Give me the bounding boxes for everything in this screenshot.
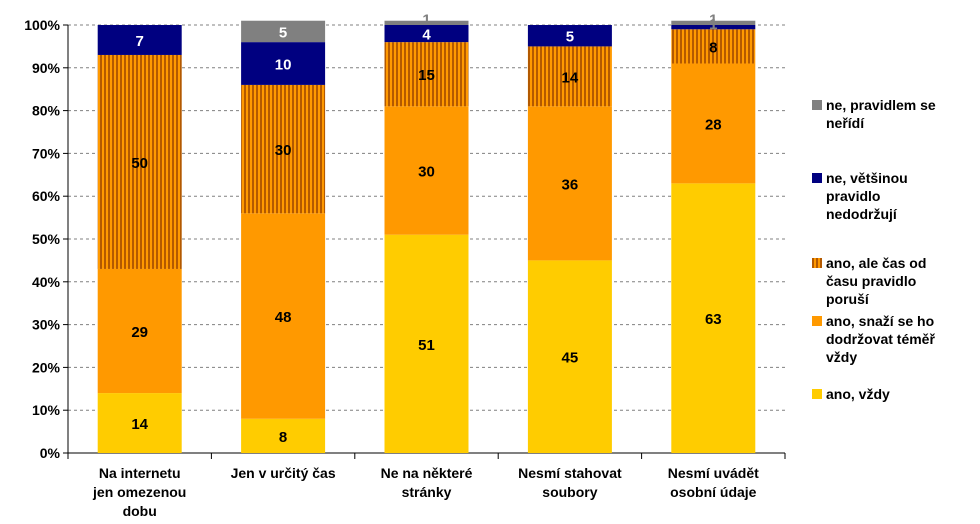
bar-segment — [241, 418, 326, 453]
data-label: 45 — [562, 350, 579, 367]
bar-segment — [241, 42, 326, 85]
bar-segment — [384, 106, 469, 235]
data-label: 14 — [562, 69, 579, 86]
y-tick-label: 50% — [32, 231, 61, 247]
y-tick-label: 0% — [40, 445, 61, 461]
bar-segment — [527, 260, 612, 453]
data-label: 28 — [705, 116, 722, 133]
bar-segment — [97, 268, 182, 394]
data-label: 8 — [709, 39, 717, 56]
data-label: 1 — [422, 12, 430, 29]
y-tick-label: 80% — [32, 103, 61, 119]
y-tick-label: 10% — [32, 402, 61, 418]
legend-swatch — [812, 258, 822, 268]
category-label: Nesmí uvádět osobní údaje — [668, 465, 759, 500]
bar-segment — [384, 42, 469, 107]
bar-segment — [671, 63, 756, 184]
y-tick-label: 40% — [32, 274, 61, 290]
category-label: Nesmí stahovat soubory — [518, 465, 622, 500]
data-label: 51 — [418, 337, 435, 354]
data-label: 50 — [131, 155, 148, 172]
bar-segment — [527, 46, 612, 107]
data-label: 30 — [418, 164, 435, 181]
bar-segment — [97, 54, 182, 269]
legend: ne, pravidlem se neřídí ne, většinou pravid… — [812, 97, 936, 402]
data-label: 30 — [275, 142, 292, 159]
category-label: Ne na některé stránky — [381, 465, 473, 500]
category-label: Jen v určitý čas — [231, 465, 336, 481]
legend-label: ne, většinou pravidlo nedodržují — [826, 170, 908, 222]
bar-segment — [241, 213, 326, 419]
bar-segment — [241, 20, 326, 43]
legend-swatch — [812, 316, 822, 326]
data-label: 10 — [275, 57, 292, 74]
bar-segment — [97, 393, 182, 453]
bar-segment — [671, 29, 756, 64]
data-label: 8 — [279, 429, 287, 446]
y-tick-label: 30% — [32, 317, 61, 333]
data-label: 63 — [705, 311, 722, 328]
legend-label: ne, pravidlem se neřídí — [826, 97, 936, 131]
bar-series — [97, 20, 756, 454]
legend-label: ano, snaží se ho dodržovat téměř vždy — [826, 313, 935, 365]
data-label: 5 — [279, 24, 287, 41]
category-labels: Na internetu jen omezenou dobu Jen v určitý… — [92, 465, 759, 519]
legend-label: ano, ale čas od času pravidlo poruší — [826, 255, 926, 307]
legend-swatch — [812, 173, 822, 183]
y-tick-label: 60% — [32, 188, 61, 204]
y-tick-label: 70% — [32, 145, 61, 161]
bar-segment — [671, 20, 756, 25]
bar-segment — [97, 25, 182, 55]
bar-segment — [527, 25, 612, 47]
y-tick-labels: 0% 10% 20% 30% 40% 50% 60% 70% 80% 90% 100% — [24, 17, 60, 461]
data-label: 7 — [136, 33, 144, 50]
legend-swatch — [812, 100, 822, 110]
bar-segment — [384, 25, 469, 43]
category-label: Na internetu jen omezenou dobu — [92, 465, 186, 519]
axes — [63, 24, 786, 459]
bar-segment — [241, 84, 326, 214]
bar-segment — [671, 183, 756, 454]
data-label: 1 — [709, 12, 717, 29]
data-label: 14 — [131, 416, 148, 433]
data-label: 4 — [422, 27, 431, 44]
bar-segment — [671, 25, 756, 30]
data-label: 36 — [562, 176, 579, 193]
bar-segment — [384, 234, 469, 453]
data-label: 29 — [131, 324, 148, 341]
data-label: 48 — [275, 309, 292, 326]
y-tick-label: 90% — [32, 60, 61, 76]
bar-segment — [384, 20, 469, 25]
y-tick-label: 20% — [32, 359, 61, 375]
legend-label: ano, vždy — [826, 386, 890, 402]
legend-swatch — [812, 389, 822, 399]
data-label: 1 — [709, 16, 717, 33]
y-tick-label: 100% — [24, 17, 60, 33]
data-label: 15 — [418, 67, 435, 84]
bar-segment — [527, 106, 612, 261]
data-label: 5 — [566, 29, 574, 46]
